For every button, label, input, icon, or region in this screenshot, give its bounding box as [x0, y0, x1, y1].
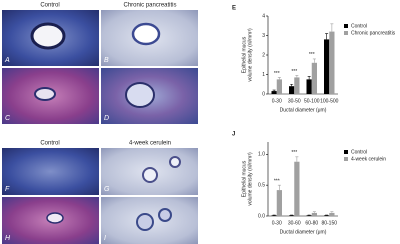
error-bar	[312, 58, 316, 63]
bar	[306, 215, 312, 216]
column-header: Chronic pancreatitis	[123, 3, 176, 9]
panel-label: H	[5, 235, 11, 242]
legend-swatch	[344, 157, 348, 161]
error-bar	[307, 76, 311, 80]
x-tick-label: 30-60	[288, 220, 301, 226]
error-bar	[277, 184, 281, 191]
significance: ***	[309, 52, 315, 58]
bar	[289, 86, 295, 94]
legend-swatch	[344, 24, 348, 28]
micrographs-top	[2, 10, 198, 124]
column-header: 4-week cerulein	[129, 141, 171, 147]
bar	[324, 215, 330, 216]
legend-swatch	[344, 31, 348, 35]
micrograph	[2, 148, 99, 195]
significance: ***	[291, 150, 297, 156]
duct	[142, 167, 158, 183]
error-bar	[312, 211, 316, 213]
panel-label: C	[5, 115, 11, 122]
bar	[276, 79, 282, 94]
panel-label: F	[5, 186, 10, 193]
column-header: Control	[40, 3, 59, 9]
y-tick-label: 1	[262, 72, 265, 78]
duct	[131, 22, 161, 46]
panel-title: J	[232, 132, 235, 138]
legend-label: Chronic pancreatitis	[351, 30, 396, 36]
y-tick-label: 0.0	[258, 213, 265, 219]
duct	[125, 82, 155, 108]
panel-label: A	[4, 57, 10, 64]
error-bar	[290, 83, 294, 87]
panel-label: I	[104, 235, 106, 242]
duct	[136, 213, 154, 231]
bar	[329, 31, 335, 95]
bar	[311, 62, 317, 94]
bar	[311, 212, 317, 216]
bar	[294, 77, 300, 94]
significance: ***	[274, 71, 280, 77]
x-tick-label: 60-80	[305, 220, 318, 226]
error-bar	[295, 75, 299, 78]
error-bar	[330, 23, 334, 32]
error-bar	[277, 77, 281, 80]
y-tick-label: 1.0	[258, 152, 265, 158]
y-axis-label: volume density (nl/mm³)	[247, 28, 253, 82]
significance: ***	[274, 178, 280, 184]
micrographs-bottom	[2, 148, 198, 244]
legend-label: Control	[351, 149, 367, 155]
y-tick-label: 2	[262, 52, 265, 58]
bar	[276, 190, 282, 216]
x-tick-label: 0-30	[272, 98, 282, 104]
x-tick-label: 30-50	[288, 98, 301, 104]
duct	[30, 22, 66, 50]
x-tick-label: 80-150	[321, 220, 337, 226]
x-tick-label: 0-30	[272, 220, 282, 226]
bar	[329, 212, 335, 216]
x-axis-label: Ductal diameter (μm)	[280, 229, 327, 235]
y-tick-label: 3	[262, 33, 265, 39]
x-tick-label: 50-100	[304, 98, 320, 104]
error-bar	[330, 211, 334, 213]
duct	[158, 208, 172, 222]
error-bar	[295, 156, 299, 162]
x-axis-label: Ductal diameter (μm)	[280, 107, 327, 113]
y-tick-label: 0	[262, 91, 265, 97]
duct	[169, 156, 181, 168]
error-bar	[272, 89, 276, 92]
y-tick-label: 4	[262, 13, 265, 19]
column-header: Control	[40, 141, 59, 147]
panel-title: E	[232, 6, 236, 12]
duct	[46, 212, 64, 224]
bar	[324, 39, 330, 94]
legend-label: 4-week cerulein	[351, 156, 386, 162]
bar	[271, 215, 277, 216]
legend-label: Control	[351, 23, 367, 29]
x-tick-label: 100-500	[320, 98, 339, 104]
y-tick-label: 0.5	[258, 182, 265, 188]
duct	[34, 87, 56, 101]
y-axis-label: Epithelial mucus	[241, 160, 247, 197]
panel-label: D	[104, 115, 109, 122]
bar	[271, 91, 277, 94]
significance: ***	[291, 69, 297, 75]
error-bar	[325, 33, 329, 40]
bar	[306, 79, 312, 94]
panel-label: B	[104, 57, 109, 64]
panel-label: G	[104, 186, 110, 193]
bar	[294, 161, 300, 216]
y-axis-label: Epithelial mucus	[241, 36, 247, 73]
bar	[289, 215, 295, 216]
legend-swatch	[344, 150, 348, 154]
y-axis-label: volume density (nl/mm³)	[247, 152, 253, 206]
